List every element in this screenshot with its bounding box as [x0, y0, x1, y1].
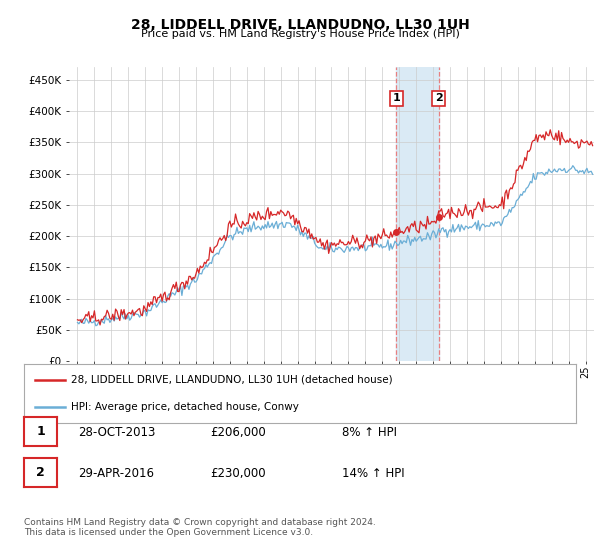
- Text: 1: 1: [392, 94, 400, 104]
- Text: £230,000: £230,000: [210, 466, 266, 480]
- Text: 2: 2: [435, 94, 443, 104]
- Text: Contains HM Land Registry data © Crown copyright and database right 2024.
This d: Contains HM Land Registry data © Crown c…: [24, 518, 376, 538]
- Text: 28, LIDDELL DRIVE, LLANDUDNO, LL30 1UH (detached house): 28, LIDDELL DRIVE, LLANDUDNO, LL30 1UH (…: [71, 375, 392, 385]
- Text: HPI: Average price, detached house, Conwy: HPI: Average price, detached house, Conw…: [71, 402, 299, 412]
- Text: £206,000: £206,000: [210, 426, 266, 439]
- Text: 29-APR-2016: 29-APR-2016: [78, 466, 154, 480]
- Text: 14% ↑ HPI: 14% ↑ HPI: [342, 466, 404, 480]
- Bar: [397, 67, 439, 361]
- Text: 2: 2: [36, 465, 45, 479]
- Text: 8% ↑ HPI: 8% ↑ HPI: [342, 426, 397, 439]
- Text: 28-OCT-2013: 28-OCT-2013: [78, 426, 155, 439]
- Text: 1: 1: [36, 424, 45, 438]
- Text: 28, LIDDELL DRIVE, LLANDUDNO, LL30 1UH: 28, LIDDELL DRIVE, LLANDUDNO, LL30 1UH: [131, 18, 469, 32]
- Text: Price paid vs. HM Land Registry's House Price Index (HPI): Price paid vs. HM Land Registry's House …: [140, 29, 460, 39]
